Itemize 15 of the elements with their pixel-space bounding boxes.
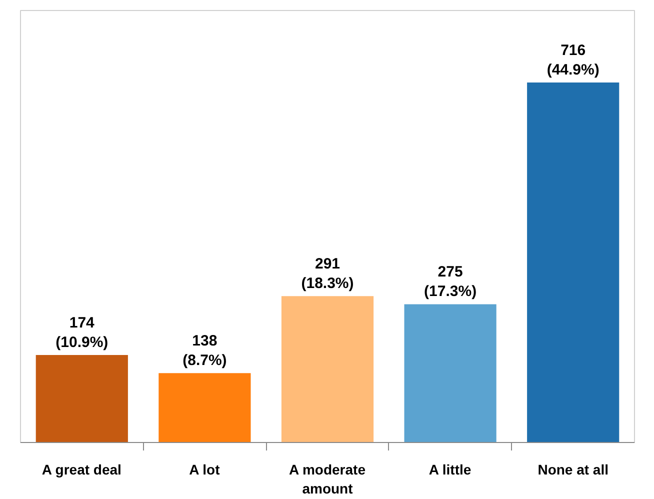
x-tick-label: A great deal: [42, 462, 122, 478]
data-label: 138 (8.7%): [182, 332, 227, 370]
data-label: 174 (10.9%): [56, 314, 108, 352]
data-label: 275 (17.3%): [424, 264, 477, 300]
data-label: 291 (18.3%): [301, 256, 354, 292]
bar: [281, 296, 374, 442]
x-tick-label: None at all: [538, 462, 608, 478]
bar: [158, 373, 251, 442]
x-tick-label: A lot: [189, 462, 220, 478]
bar: [36, 355, 128, 442]
bar: [527, 82, 620, 442]
x-tick-label: A little: [428, 462, 472, 478]
data-label: 716 (44.9%): [546, 42, 600, 78]
x-tick-label: A moderate amount: [288, 462, 366, 497]
bar: [404, 304, 496, 442]
